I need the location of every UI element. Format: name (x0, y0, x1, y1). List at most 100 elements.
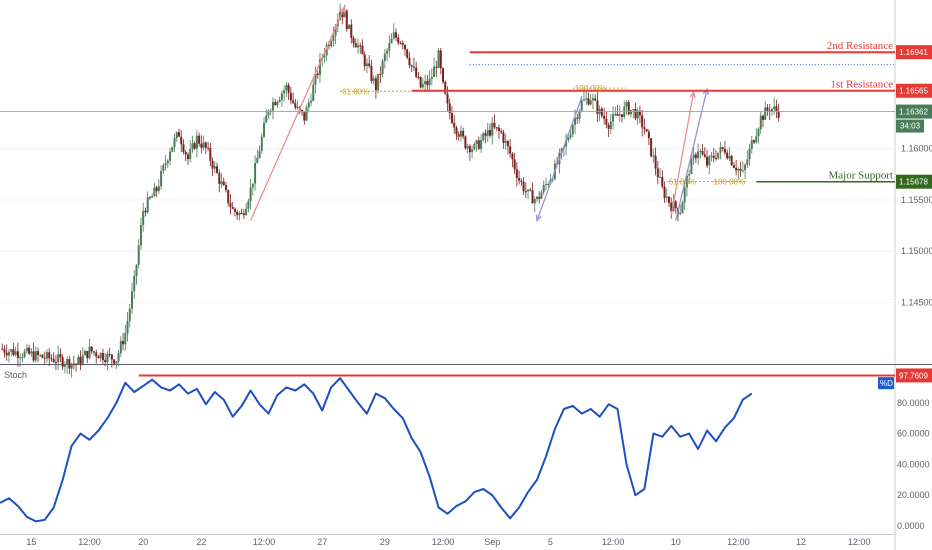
candle-body (428, 78, 431, 86)
candle-body (227, 190, 230, 204)
candle-body (193, 143, 196, 149)
candle-body (195, 135, 198, 149)
candle-body (493, 122, 496, 128)
candle-body (28, 347, 31, 354)
candle-body (694, 154, 697, 159)
candle-body (88, 346, 91, 359)
candle-body (307, 102, 310, 108)
candle-body (229, 203, 232, 207)
candle-body (220, 181, 223, 184)
candle-body (115, 361, 118, 364)
candle-body (236, 211, 239, 216)
time-tick-label: 12 (796, 537, 806, 547)
candle-body (417, 76, 420, 78)
candle-body (721, 147, 724, 149)
candle-body (489, 130, 492, 136)
candle-body (231, 206, 234, 209)
time-tick-label: 12:00 (602, 537, 625, 547)
level-lines[interactable]: 2nd Resistance 1st Resistance Major Suppor… (0, 40, 895, 183)
candle-body (464, 136, 467, 149)
time-axis[interactable]: 15 12:00 20 22 12:00 27 29 12:00 Sep 5 12:00 10 12:0… (26, 537, 870, 547)
candle-body (359, 45, 362, 47)
candle-body (455, 127, 458, 135)
candle-body (735, 167, 738, 171)
candle-body (318, 59, 321, 76)
candle-body (166, 160, 169, 164)
candle-body (334, 26, 337, 36)
candle-body (668, 196, 671, 203)
candle-body (12, 349, 15, 355)
candle-body (759, 115, 762, 130)
candle-body (755, 136, 758, 143)
candle-body (332, 35, 335, 41)
candle-body (3, 349, 6, 353)
candle-body (249, 187, 252, 202)
candle-body (5, 352, 8, 356)
candle-body (106, 353, 109, 363)
candle-body (679, 213, 682, 215)
candle-body (497, 127, 500, 132)
stoch-level-line[interactable]: 97.7609 (138, 368, 932, 383)
candle-body (10, 349, 13, 352)
candle-body (37, 351, 40, 356)
stoch-tick-label: 40.0000 (897, 459, 930, 469)
candle-body (748, 148, 751, 160)
time-tick-label: 5 (548, 537, 553, 547)
candle-body (368, 63, 371, 67)
candle-body (90, 346, 93, 352)
price-axis[interactable]: 1.16000 1.15500 1.15000 1.14500 (901, 144, 932, 308)
candle-body (520, 180, 523, 182)
candle-body (153, 187, 156, 197)
time-tick-label: 20 (138, 537, 148, 547)
candle-body (529, 189, 532, 191)
candle-body (113, 359, 116, 364)
candle-body (186, 154, 189, 160)
candle-body (395, 32, 398, 38)
candle-body (629, 110, 632, 115)
candle-body (701, 150, 704, 155)
candle-body (408, 57, 411, 66)
candle-body (484, 133, 487, 136)
candle-body (656, 168, 659, 178)
candle-body (475, 140, 478, 145)
candle-body (504, 140, 507, 143)
candle-body (323, 55, 326, 58)
candle-body (435, 66, 438, 68)
time-tick-label: 27 (317, 537, 327, 547)
candle-body (276, 101, 279, 106)
candle-body (446, 93, 449, 104)
candle-body (406, 49, 409, 58)
candle-body (381, 60, 384, 75)
candle-body (390, 38, 393, 44)
level-price-tag (896, 45, 932, 60)
candle-body (289, 92, 292, 101)
candle-body (267, 110, 270, 116)
candle-body (1, 348, 4, 350)
level-label: 1st Resistance (830, 79, 893, 91)
candle-body (459, 130, 462, 137)
candle-body (137, 245, 140, 265)
candle-body (433, 66, 436, 77)
candle-body (421, 84, 424, 88)
candle-body (119, 341, 122, 354)
candle-body (173, 138, 176, 147)
trend-arrow-line (536, 97, 583, 221)
candle-body (533, 199, 536, 204)
candle-body (632, 109, 635, 111)
candle-body (723, 148, 726, 153)
candle-body (502, 132, 505, 143)
candle-body (670, 202, 673, 212)
candle-body (732, 165, 735, 168)
candle-body (126, 320, 129, 334)
price-tick-label: 1.15000 (901, 246, 932, 256)
candle-body (768, 110, 771, 112)
candle-body (30, 351, 33, 354)
candle-body (269, 110, 272, 112)
candle-body (641, 115, 644, 128)
fib-level-label: 61.80% (669, 177, 696, 186)
stoch-axis[interactable]: 80.0000 60.0000 40.0000 20.0000 0.0000 (897, 398, 930, 531)
candle-body (296, 106, 299, 108)
candle-body (544, 184, 547, 186)
candle-body (95, 352, 98, 357)
